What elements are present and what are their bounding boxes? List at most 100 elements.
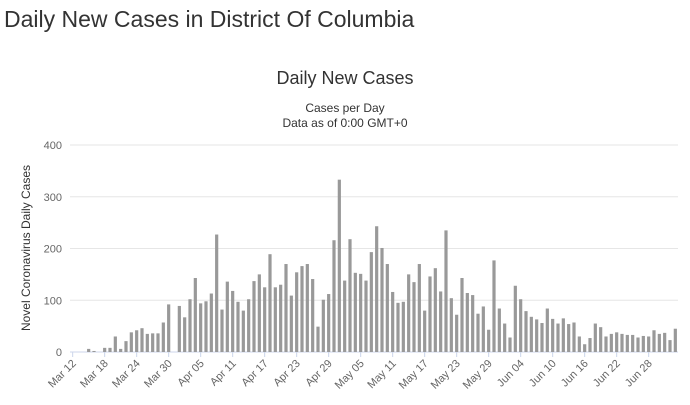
bar (471, 295, 475, 352)
bar (327, 294, 331, 352)
bar (193, 277, 197, 352)
bar (119, 348, 123, 352)
chart-subtitle: Data as of 0:00 GMT+0 (282, 116, 407, 130)
bar (668, 340, 672, 352)
bar (444, 230, 448, 352)
bar (631, 334, 635, 352)
bar (609, 333, 613, 352)
y-axis-label: Novel Coronavirus Daily Cases (19, 165, 33, 331)
bar (359, 273, 363, 352)
bar (129, 332, 133, 352)
bar (220, 309, 224, 352)
bar (279, 284, 283, 352)
bar (156, 333, 160, 352)
bar (252, 281, 256, 352)
x-tick-label: May 17 (397, 358, 431, 392)
bar (369, 252, 373, 352)
x-tick-label: May 11 (365, 358, 398, 391)
bar (529, 316, 533, 352)
y-tick-label: 100 (44, 295, 62, 307)
bar (113, 336, 117, 352)
bar (412, 282, 416, 352)
bar (647, 336, 651, 352)
bar (300, 266, 304, 352)
bar (641, 335, 645, 352)
bar (161, 322, 165, 352)
bar (199, 303, 203, 352)
bar (519, 299, 523, 352)
bar (524, 311, 528, 352)
bar (124, 341, 128, 352)
bar (503, 323, 507, 352)
bar (551, 318, 555, 352)
bar (593, 323, 597, 352)
bar (289, 295, 293, 352)
bar (140, 328, 144, 352)
bar (604, 336, 608, 352)
x-tick-label: Jun 10 (527, 358, 559, 390)
bar (620, 333, 624, 352)
bar (145, 333, 149, 352)
x-tick-label: Jun 16 (559, 358, 591, 390)
bar (652, 330, 656, 352)
bar (316, 326, 320, 352)
bar (215, 234, 219, 352)
chart-subtitle: Cases per Day (305, 101, 384, 115)
bar (87, 348, 91, 352)
x-tick-label: Apr 29 (303, 358, 334, 389)
bar (241, 310, 245, 352)
bar (257, 274, 261, 352)
y-tick-label: 200 (44, 244, 62, 256)
bar (364, 280, 368, 352)
bar (567, 324, 571, 352)
bar (183, 317, 187, 352)
bar (476, 313, 480, 352)
x-tick-label: Apr 11 (208, 358, 239, 389)
x-tick-label: Apr 05 (175, 358, 206, 389)
bar (615, 332, 619, 352)
bar (225, 281, 229, 352)
bar (561, 318, 565, 352)
bar (583, 344, 587, 352)
bar (311, 279, 315, 352)
bar (391, 291, 395, 352)
bar (273, 287, 277, 352)
bar (337, 179, 341, 352)
x-tick-label: Jun 22 (591, 358, 623, 390)
bar (151, 333, 155, 352)
bar (663, 332, 667, 352)
bar (108, 347, 112, 352)
x-tick-label: May 29 (461, 358, 495, 392)
x-tick-label: Apr 23 (271, 358, 302, 389)
bar (353, 272, 357, 352)
bar (465, 293, 469, 352)
bar (321, 299, 325, 352)
bar (188, 299, 192, 352)
bar (513, 285, 517, 352)
bar (209, 293, 213, 352)
bar (375, 226, 379, 352)
bar (545, 308, 549, 352)
bar (556, 323, 560, 352)
bar (487, 329, 491, 352)
bar (577, 336, 581, 352)
bar (204, 301, 208, 352)
bar (305, 264, 309, 352)
bar (439, 291, 443, 352)
chart-title: Daily New Cases (276, 68, 413, 88)
x-tick-label: Mar 18 (78, 358, 111, 391)
bar (236, 301, 240, 352)
x-tick-label: Mar 30 (142, 358, 175, 391)
bar (540, 323, 544, 352)
bar (657, 333, 661, 352)
bar (92, 350, 96, 352)
bar (497, 308, 501, 352)
bar (284, 264, 288, 352)
bar (673, 328, 677, 352)
bar (636, 337, 640, 352)
bar (177, 305, 181, 352)
x-tick-label: May 05 (333, 358, 367, 392)
bar (535, 319, 539, 352)
